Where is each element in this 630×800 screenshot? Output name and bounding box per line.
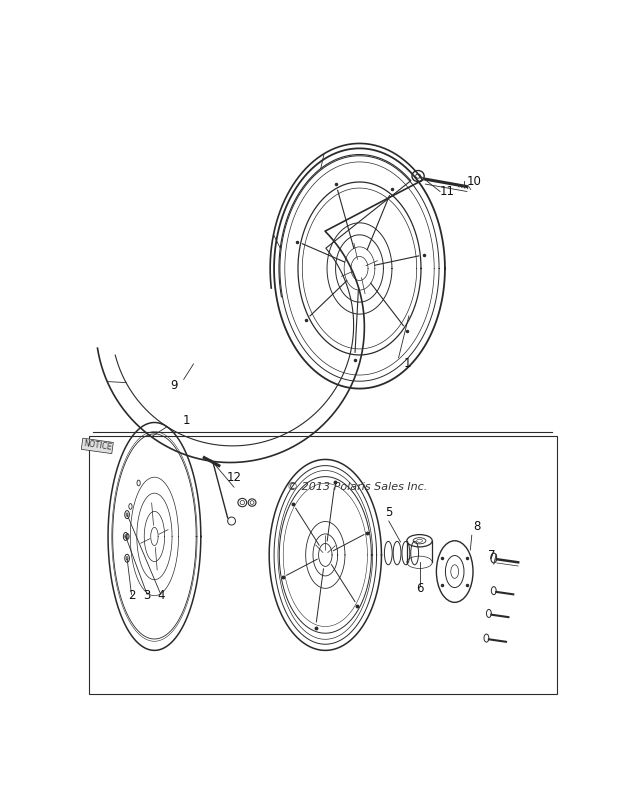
Text: 9: 9 — [170, 379, 178, 392]
Text: © 2013 Polaris Sales Inc.: © 2013 Polaris Sales Inc. — [287, 482, 427, 492]
Text: 11: 11 — [440, 185, 455, 198]
Text: 10: 10 — [467, 174, 482, 187]
Text: 12: 12 — [227, 471, 241, 484]
Text: 4: 4 — [157, 590, 164, 602]
Text: 8: 8 — [473, 520, 480, 534]
Text: 2: 2 — [128, 590, 135, 602]
Text: 1: 1 — [403, 358, 411, 370]
Bar — [88, 436, 558, 694]
Text: 7: 7 — [488, 550, 495, 562]
Text: 1: 1 — [183, 414, 190, 427]
Text: 6: 6 — [416, 582, 423, 595]
Text: NOTICE: NOTICE — [83, 439, 112, 452]
Text: 5: 5 — [385, 506, 392, 519]
Text: 3: 3 — [144, 590, 151, 602]
